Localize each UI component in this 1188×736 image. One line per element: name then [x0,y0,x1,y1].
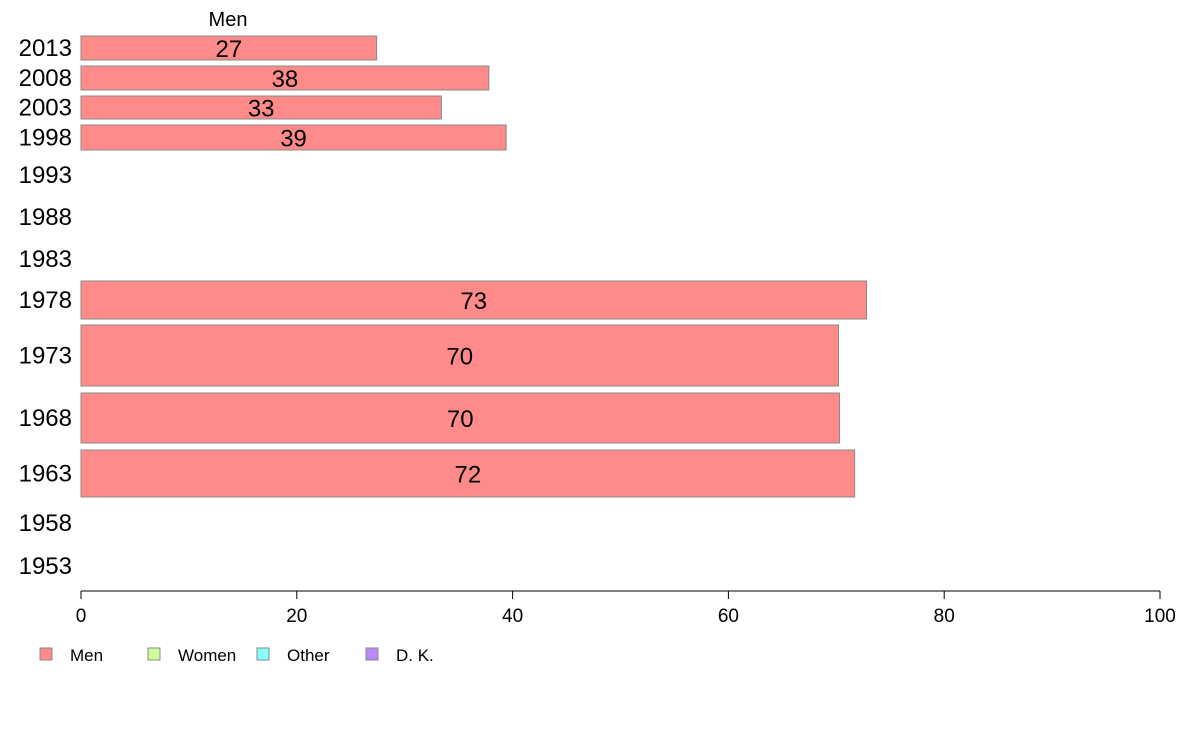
category-row: 1973 70 [19,324,839,387]
x-tick-label: 60 [718,606,739,627]
y-tick-label: 1983 [19,246,72,273]
category-row: 2008 38 [19,65,490,93]
data-label: 27 [215,36,242,63]
y-tick-label: 1998 [19,125,72,152]
y-tick-label: 1973 [19,343,72,370]
category-row: 2013 27 [19,35,378,63]
legend: Men Women Other D. K. [39,646,434,665]
data-label: 39 [280,126,307,153]
data-label: 73 [460,288,487,315]
category-row: 1983 [19,246,72,273]
category-rows: 2013 27 2008 38 2003 33 1998 39 1993 1988 1983 1978… [19,35,868,580]
x-tick-label: 40 [502,606,523,627]
legend-item: Other [256,646,330,665]
bar [80,280,868,320]
data-label: 72 [454,462,481,489]
y-tick-label: 1953 [19,553,72,580]
x-tick-label: 80 [934,606,955,627]
legend-swatch [147,647,161,661]
legend-label: Other [287,646,330,665]
y-tick-label: 1968 [19,405,72,432]
category-row: 1968 70 [19,392,841,444]
category-row: 1963 72 [19,449,856,498]
bar [80,392,841,444]
legend-item: Women [147,646,236,665]
y-tick-label: 1963 [19,461,72,488]
y-tick-label: 1978 [19,287,72,314]
bar [80,35,378,61]
category-row: 1958 [19,510,72,537]
legend-item: Men [39,646,103,665]
bar [80,95,442,120]
legend-label: Women [178,646,236,665]
legend-label: D. K. [396,646,434,665]
bar [80,324,839,387]
y-tick-label: 2008 [19,65,72,92]
data-label: 38 [272,66,299,93]
category-row: 1988 [19,204,72,231]
y-tick-label: 2003 [19,95,72,122]
legend-label: Men [70,646,103,665]
bar [80,65,490,91]
legend-swatch [256,647,270,661]
data-label: 70 [447,406,474,433]
x-axis: 0 20 40 60 80 100 [76,590,1176,627]
series-title: Men [209,9,248,31]
x-tick-label: 0 [76,606,87,627]
legend-item: D. K. [365,646,434,665]
data-label: 33 [248,96,275,123]
data-label: 70 [446,344,473,371]
category-row: 1993 [19,162,72,189]
legend-swatch [39,647,53,661]
bar [80,124,507,151]
category-row: 2003 33 [19,95,442,123]
y-tick-label: 1993 [19,162,72,189]
legend-swatch [365,647,379,661]
x-tick-label: 20 [286,606,307,627]
category-row: 1978 73 [19,280,868,320]
category-row: 1953 [19,553,72,580]
y-tick-label: 1958 [19,510,72,537]
y-tick-label: 1988 [19,204,72,231]
category-row: 1998 39 [19,124,507,153]
y-tick-label: 2013 [19,35,72,62]
bar [80,449,856,498]
x-tick-label: 100 [1144,606,1176,627]
